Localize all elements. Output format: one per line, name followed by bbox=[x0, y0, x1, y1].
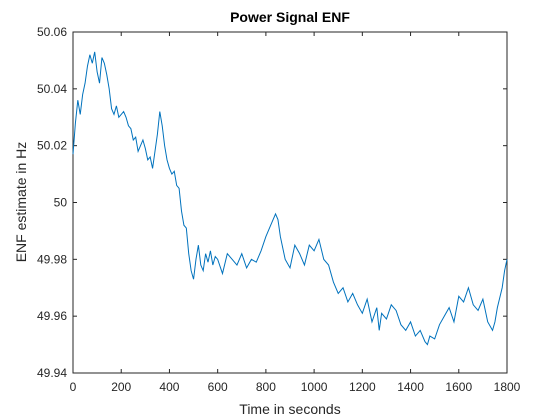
series-line bbox=[72, 51, 508, 346]
y-tick-label: 49.94 bbox=[37, 366, 67, 380]
y-tick-label: 49.96 bbox=[37, 309, 67, 323]
x-tick-label: 200 bbox=[111, 380, 131, 394]
x-axis: 0 200 400 600 800 1000 1200 1400 1600 1800 bbox=[70, 32, 521, 394]
x-tick-label: 0 bbox=[70, 380, 77, 394]
x-tick-label: 1800 bbox=[494, 380, 521, 394]
y-axis: 49.94 49.96 49.98 50 50.02 50.04 50.06 bbox=[37, 25, 507, 380]
chart-title: Power Signal ENF bbox=[230, 9, 350, 25]
y-tick-label: 50.06 bbox=[37, 25, 67, 39]
y-tick-label: 49.98 bbox=[37, 252, 67, 266]
y-axis-label: ENF estimate in Hz bbox=[13, 142, 29, 263]
y-tick-label: 50 bbox=[54, 196, 68, 210]
x-tick-label: 1000 bbox=[301, 380, 328, 394]
x-tick-label: 800 bbox=[256, 380, 276, 394]
x-tick-label: 1200 bbox=[349, 380, 376, 394]
x-axis-label: Time in seconds bbox=[239, 401, 340, 417]
x-tick-label: 600 bbox=[208, 380, 228, 394]
x-tick-label: 400 bbox=[159, 380, 179, 394]
y-tick-label: 50.02 bbox=[37, 139, 67, 153]
x-tick-label: 1400 bbox=[397, 380, 424, 394]
y-tick-label: 50.04 bbox=[37, 82, 67, 96]
plot-area bbox=[72, 31, 508, 374]
x-tick-label: 1600 bbox=[445, 380, 472, 394]
